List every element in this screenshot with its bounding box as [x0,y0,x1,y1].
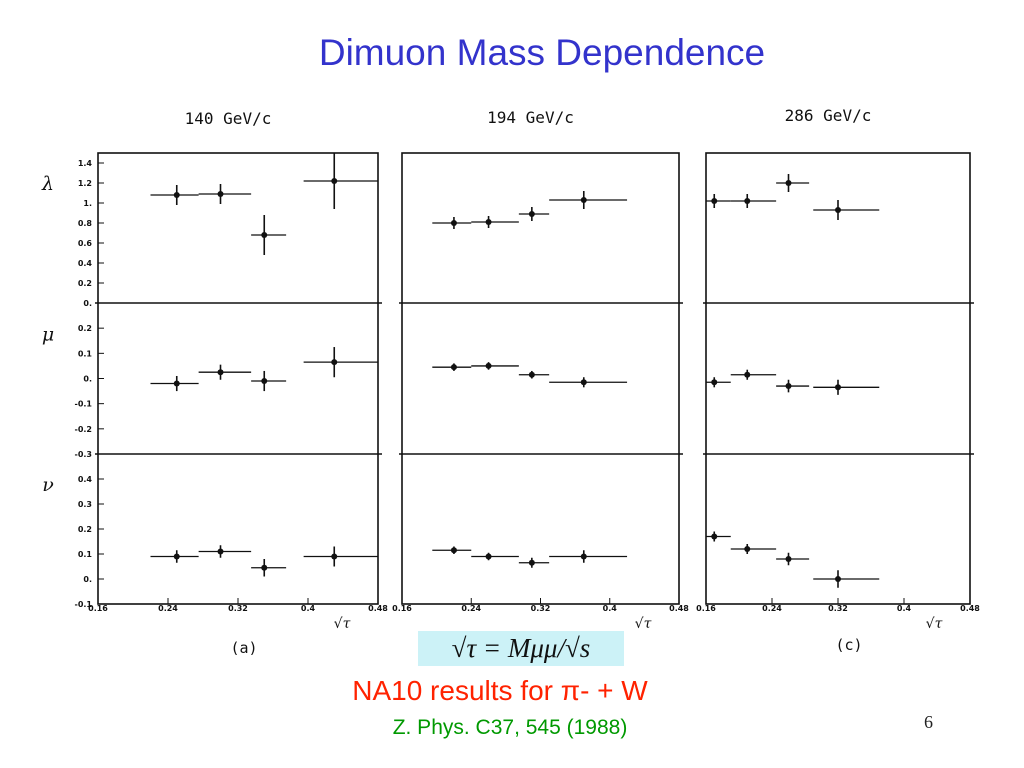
data-point [744,546,751,552]
data-point [485,553,492,560]
x-tick-label: 0.16 [392,604,412,613]
x-tick-label: 0.24 [762,604,782,613]
data-point [173,553,180,560]
panel-label: (c) [835,636,862,654]
data-point [744,371,751,378]
x-tick-label: 0.32 [828,604,848,613]
y-tick-label: 0.6 [78,239,93,248]
panel-label: (a) [230,639,257,657]
data-point [331,553,338,560]
y-tick-label: 0.1 [78,349,93,358]
panel-frame [97,152,379,605]
y-tick-label: -0.3 [75,450,93,459]
sqrt-tau-formula: √τ = Mμμ/√s [418,631,624,666]
x-tick-label: 0.4 [897,604,912,613]
data-point [785,383,792,390]
y-tick-label: -0.2 [75,425,93,434]
x-tick-label: 0.16 [696,604,716,613]
data-point [580,379,587,386]
y-tick-label: 0.4 [78,259,93,268]
y-tick-label: 0.2 [78,525,92,534]
x-axis-label: √τ [635,616,652,632]
x-tick-label: 0.48 [368,604,388,613]
panel-title: 140 GeV/c [185,109,272,128]
x-tick-label: 0.48 [669,604,689,613]
data-point [711,533,718,540]
x-tick-label: 0.32 [531,604,551,613]
data-point [785,180,792,186]
x-axis-label: √τ [334,616,351,632]
y-tick-label: 1.4 [78,159,93,168]
row-label-0: λ [41,173,54,195]
x-tick-label: 0.16 [88,604,108,613]
data-point [173,192,180,198]
y-tick-label: -0.1 [75,600,93,609]
panel-frame [401,152,680,605]
x-tick-label: 0.24 [158,604,178,613]
data-point [450,364,457,371]
data-point [217,191,224,197]
data-point [580,553,587,560]
data-point [173,380,180,387]
data-point [528,371,535,378]
result-caption: NA10 results for π- + W [352,675,648,706]
y-tick-label: 0.2 [78,279,92,288]
data-point [835,384,841,391]
data-point [331,178,338,184]
panel-title: 286 GeV/c [785,106,872,125]
data-point [528,559,535,566]
data-point [485,362,492,369]
data-point [450,547,457,554]
data-point [217,548,224,555]
data-point [744,198,751,204]
y-tick-label: 1. [83,199,92,208]
x-tick-label: 0.24 [461,604,481,613]
row-label-1: μ [42,324,54,346]
x-tick-label: 0.48 [960,604,980,613]
journal-reference: Z. Phys. C37, 545 (1988) [392,716,628,739]
data-point [785,556,792,562]
x-axis-label: √τ [926,616,943,632]
data-point [331,359,338,366]
y-tick-label: 0.4 [78,475,93,484]
data-point [261,564,268,571]
y-tick-label: 1.2 [78,179,92,188]
data-point [485,219,492,225]
data-point [835,207,841,213]
data-point [261,232,268,238]
formula-text: √τ = Mμμ/√s [451,633,591,663]
y-tick-label: 0. [83,299,92,308]
data-point [835,576,841,582]
x-tick-label: 0.4 [603,604,618,613]
panel-frame [705,152,971,605]
y-tick-label: 0. [83,575,92,584]
data-point [711,379,718,386]
row-label-2: ν [42,474,54,496]
x-tick-label: 0.32 [228,604,248,613]
y-tick-label: 0. [83,375,92,384]
data-point [261,378,268,385]
data-point [450,220,457,226]
data-point [528,211,535,217]
data-point [217,369,224,376]
y-tick-label: 0.1 [78,550,93,559]
y-tick-label: 0.2 [78,324,92,333]
panel-title: 194 GeV/c [487,108,574,127]
y-tick-label: -0.1 [75,400,93,409]
page-number: 6 [924,712,933,732]
y-tick-label: 0.8 [78,219,93,228]
x-tick-label: 0.4 [301,604,316,613]
data-point [580,197,587,203]
data-point [711,198,718,204]
y-tick-label: 0.3 [78,500,92,509]
slide-title: Dimuon Mass Dependence [318,32,766,73]
